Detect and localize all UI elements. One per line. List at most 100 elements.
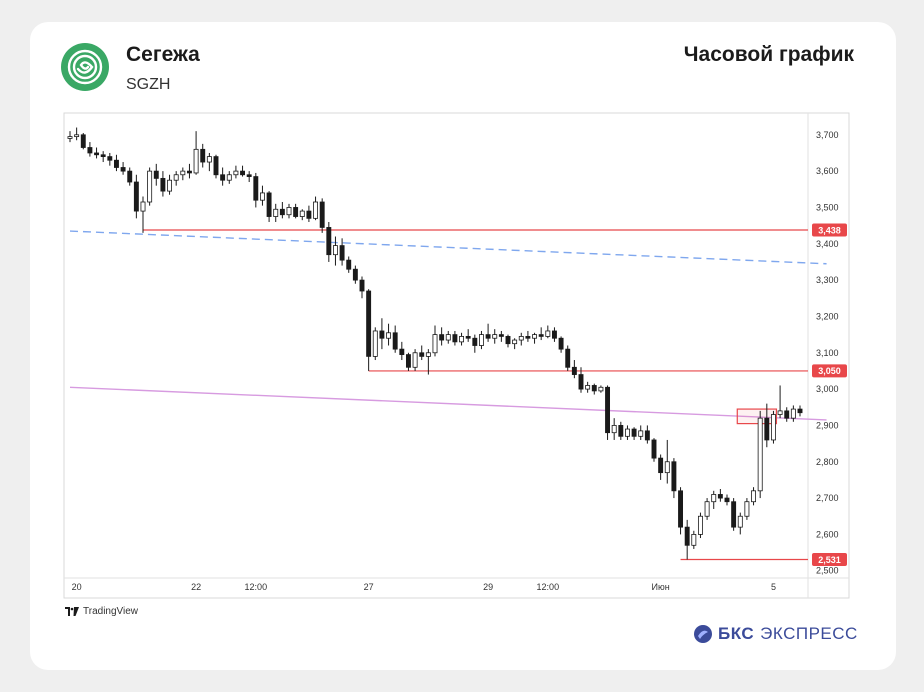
candle xyxy=(551,327,557,342)
candle-body-down xyxy=(133,181,139,212)
candle xyxy=(638,425,644,440)
plot-area xyxy=(63,112,850,599)
candle-body-down xyxy=(160,177,166,192)
candle-body-down xyxy=(452,334,458,343)
candle-body-down xyxy=(266,192,272,217)
candle-body-down xyxy=(551,330,557,339)
candle xyxy=(346,256,352,273)
candle xyxy=(492,329,498,344)
candle xyxy=(532,332,538,344)
candle-body-down xyxy=(94,152,100,156)
candle-body-up xyxy=(532,334,538,339)
candle-body-up xyxy=(611,425,617,434)
candle xyxy=(253,172,259,208)
candle-body-down xyxy=(405,354,411,368)
candle-body-down xyxy=(100,154,106,157)
candle-body-down xyxy=(127,170,133,183)
level-price-label: 2,531 xyxy=(818,555,841,565)
candle xyxy=(432,325,438,357)
y-tick-label: 3,600 xyxy=(816,166,839,176)
y-tick-label: 3,000 xyxy=(816,384,839,394)
y-tick-label: 2,900 xyxy=(816,420,839,430)
candle xyxy=(220,167,226,186)
y-tick-label: 2,500 xyxy=(816,566,839,576)
candle xyxy=(279,202,285,219)
candle-body-down xyxy=(240,170,246,176)
candle-body-down xyxy=(253,176,259,201)
candle-body-down xyxy=(346,259,352,270)
candle xyxy=(352,265,358,284)
candle-body-down xyxy=(107,156,113,161)
candle xyxy=(147,167,153,206)
candle xyxy=(306,205,312,222)
candle xyxy=(711,490,717,509)
level-price-tag xyxy=(812,364,847,378)
candle-body-up xyxy=(704,501,710,517)
candle xyxy=(784,407,790,422)
candle-body-up xyxy=(697,515,703,535)
candle-body-up xyxy=(691,534,697,546)
candle-body-up xyxy=(512,339,518,345)
candle xyxy=(200,143,206,168)
candle-body-up xyxy=(412,352,418,368)
candle-body-down xyxy=(498,334,504,337)
candle xyxy=(731,498,737,531)
candle-body-up xyxy=(744,501,750,517)
y-tick-label: 3,400 xyxy=(816,239,839,249)
candle xyxy=(339,238,345,266)
level-price-label: 3,438 xyxy=(818,225,841,235)
candle-body-down xyxy=(678,490,684,528)
candle xyxy=(797,405,803,417)
candle-body-up xyxy=(147,170,153,203)
bcs-brand: БКС xyxy=(718,624,755,643)
candle xyxy=(299,209,305,221)
candle xyxy=(744,498,750,520)
candle-body-up xyxy=(425,352,431,357)
candle xyxy=(332,236,338,266)
candle-body-down xyxy=(505,336,511,345)
candle-body-up xyxy=(770,414,776,441)
candle xyxy=(545,325,551,339)
candle-body-down xyxy=(525,336,531,339)
candle xyxy=(664,439,670,484)
candle-body-up xyxy=(598,386,604,392)
candle xyxy=(286,203,292,219)
candle xyxy=(624,425,630,440)
candle-body-down xyxy=(538,334,544,337)
candle xyxy=(226,171,232,184)
trendline-solid xyxy=(69,386,827,421)
candle xyxy=(704,498,710,520)
candle xyxy=(658,454,664,480)
candle-body-down xyxy=(571,366,577,375)
candle xyxy=(107,152,113,166)
candle xyxy=(764,403,770,448)
candle-body-down xyxy=(797,408,803,414)
candle-body-down xyxy=(366,290,372,357)
candle xyxy=(80,132,86,150)
tradingview-attribution: TradingView xyxy=(65,604,138,618)
candle xyxy=(684,519,690,560)
candle xyxy=(558,336,564,353)
x-tick-label: 5 xyxy=(771,582,776,592)
candle-body-down xyxy=(246,174,252,177)
candle xyxy=(366,289,372,371)
candle xyxy=(319,198,325,233)
candle-body-down xyxy=(293,207,299,217)
x-tick-label: Июн xyxy=(652,582,670,592)
candle-body-up xyxy=(711,494,717,503)
candle-body-down xyxy=(279,208,285,216)
candle xyxy=(419,345,425,361)
candle-body-up xyxy=(624,428,630,437)
candle-body-up xyxy=(206,156,212,163)
candle-body-down xyxy=(658,457,664,474)
candle xyxy=(233,165,239,179)
candle-body-down xyxy=(644,430,650,441)
candle-body-up xyxy=(664,461,670,474)
candle-body-up xyxy=(173,174,179,181)
bcs-suffix: ЭКСПРЕСС xyxy=(760,624,858,643)
candle xyxy=(478,330,484,350)
candle xyxy=(240,165,246,177)
candle-body-up xyxy=(332,245,338,256)
candle xyxy=(737,512,743,535)
